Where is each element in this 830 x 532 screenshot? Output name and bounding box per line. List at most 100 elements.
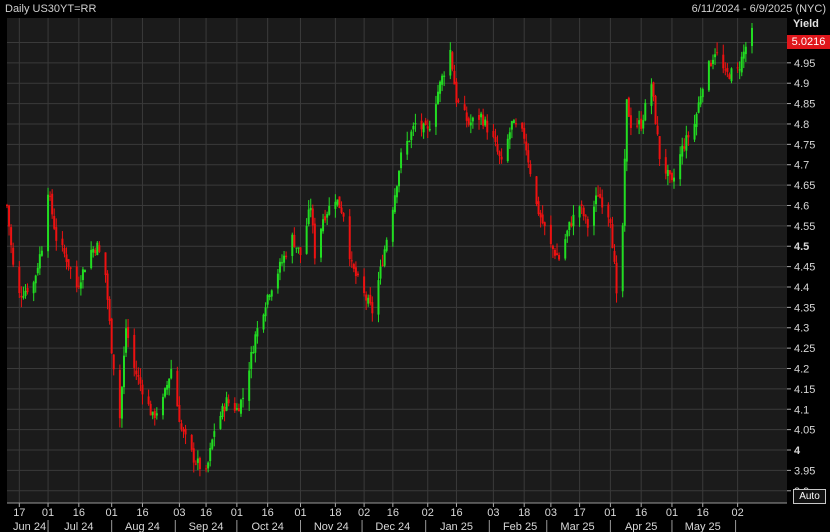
candle-body [266, 294, 269, 305]
candle-body [642, 120, 645, 129]
candle-body [348, 216, 351, 260]
candle-body [707, 61, 710, 91]
candle-body [523, 127, 526, 139]
candle-body [714, 54, 717, 58]
candle-body [18, 266, 21, 294]
candle-body [141, 384, 144, 395]
candle-body [184, 428, 187, 435]
y-tick-label: 4.45 [794, 262, 815, 274]
candle-body [623, 158, 626, 226]
y-tick-label: 4.9 [794, 78, 809, 90]
x-month-label: Feb 25 [503, 521, 537, 532]
candle-body [180, 423, 183, 430]
y-tick-label: 4.15 [794, 384, 815, 396]
candle-body [268, 295, 271, 297]
x-tick-label: 01 [294, 507, 306, 519]
candle-body [94, 249, 97, 253]
candle-body [664, 157, 667, 174]
x-tick-label: 16 [697, 507, 709, 519]
candle-body [410, 131, 413, 141]
x-tick-label: 01 [604, 507, 616, 519]
x-month-label: Dec 24 [375, 521, 410, 532]
candle-body [636, 125, 639, 127]
candle-body [709, 63, 712, 67]
candle-body [110, 318, 113, 354]
candle-body [506, 138, 509, 162]
y-tick-label: 4.7 [794, 160, 809, 172]
x-tick-label: 18 [518, 507, 530, 519]
candle-body [55, 227, 58, 241]
candle-body [151, 411, 154, 416]
auto-scale-button[interactable]: Auto [793, 489, 826, 504]
candle-body [297, 247, 300, 249]
candle-body [49, 195, 52, 197]
candle-body [469, 122, 472, 126]
candle-body [453, 70, 456, 85]
candle-body [726, 67, 729, 72]
x-tick-label: 01 [42, 507, 54, 519]
plot-area[interactable] [7, 18, 787, 503]
x-month-label: Jan 25 [440, 521, 473, 532]
candle-body [679, 154, 682, 180]
candle-body [352, 264, 355, 269]
candle-body [629, 115, 632, 128]
candle-body [744, 46, 747, 55]
candle-body [322, 219, 325, 232]
candle-body [242, 397, 245, 399]
y-tick-label: 4.25 [794, 343, 815, 355]
candle-body [412, 126, 415, 130]
candle-body [161, 397, 164, 416]
candle-body [270, 290, 273, 297]
candle-body [127, 327, 130, 338]
candle-body [219, 415, 222, 429]
y-tick-label: 4.95 [794, 58, 815, 70]
candle-body [613, 250, 616, 262]
candle-body [570, 223, 573, 227]
candle-body [543, 222, 546, 227]
y-tick-label: 4.8 [794, 119, 809, 131]
candle-body [527, 150, 530, 163]
candle-body [424, 120, 427, 125]
x-tick-label: 16 [387, 507, 399, 519]
candle-body [63, 248, 66, 254]
candle-body [252, 351, 255, 354]
candle-body [597, 195, 600, 197]
candle-body [237, 408, 240, 412]
candle-body [51, 193, 54, 215]
candle-body [65, 254, 68, 262]
candle-body [213, 431, 216, 437]
x-tick-label: 17 [573, 507, 585, 519]
candle-body [10, 227, 13, 246]
y-tick-label: 4.35 [794, 302, 815, 314]
candle-body [205, 468, 208, 470]
candle-body [422, 123, 425, 133]
candle-body [564, 239, 567, 259]
candle-body [514, 123, 517, 125]
candle-body [32, 282, 35, 294]
candle-body [426, 126, 429, 129]
candle-body [69, 267, 72, 269]
candle-body [379, 266, 382, 279]
candle-body [449, 49, 452, 76]
candle-body [666, 169, 669, 177]
candle-body [223, 406, 226, 412]
candle-body [295, 247, 298, 249]
y-tick-label: 4.3 [794, 323, 809, 335]
candle-body [434, 104, 437, 127]
candle-body [334, 201, 337, 209]
candle-body [478, 114, 481, 120]
candle-body [283, 255, 286, 263]
candle-body [147, 396, 150, 405]
candle-body [320, 228, 323, 258]
candle-body [480, 113, 483, 118]
y-axis-ticks: 3.93.9544.054.14.154.24.254.34.354.44.45… [787, 37, 815, 498]
candle-body [681, 145, 684, 157]
candle-body [79, 282, 82, 289]
candle-body [537, 201, 540, 215]
candle-body [276, 273, 279, 289]
candle-body [580, 204, 583, 207]
candle-body [420, 120, 423, 130]
candle-body [592, 206, 595, 226]
grid-lines [7, 18, 787, 503]
